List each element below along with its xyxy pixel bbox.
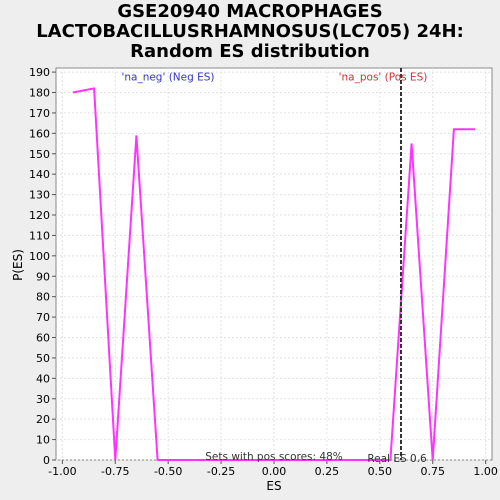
series-layer (72, 87, 476, 461)
x-tick-label: 0.50 (368, 465, 393, 478)
y-tick-label: 160 (29, 127, 50, 140)
grid-lines (56, 68, 492, 461)
x-tick-label: -0.75 (101, 465, 129, 478)
y-tick-label: 190 (29, 66, 50, 79)
y-tick-label: 90 (36, 270, 50, 283)
y-tick-label: 50 (36, 352, 50, 365)
y-tick-label: 130 (29, 189, 50, 202)
x-tick-label: 0.75 (420, 465, 445, 478)
y-tick-label: 20 (36, 413, 50, 426)
x-tick-label: 0.25 (315, 465, 340, 478)
sets-with-pos-scores: Sets with pos scores: 48% (205, 451, 342, 463)
y-tick-label: 180 (29, 87, 50, 100)
y-tick-label: 30 (36, 393, 50, 406)
y-tick-label: 110 (29, 229, 50, 242)
y-axis-label: P(ES) (11, 249, 25, 281)
y-tick-label: 10 (36, 434, 50, 447)
y-tick-label: 70 (36, 311, 50, 324)
y-tick-label: 150 (29, 148, 50, 161)
chart-title-line-3: Random ES distribution (130, 41, 370, 62)
chart-title: GSE20940 MACROPHAGES LACTOBACILLUSRHAMNO… (0, 2, 500, 62)
y-axis-ticks: 0 10 20 30 40 50 60 70 80 90 100 110 120 130 140 150 160… (29, 66, 56, 467)
x-tick-label: -0.25 (207, 465, 235, 478)
neg-es-label: 'na_neg' (Neg ES) (121, 72, 214, 84)
x-tick-label: -0.50 (154, 465, 182, 478)
chart-title-line-1: GSE20940 MACROPHAGES (117, 1, 383, 22)
y-tick-label: 100 (29, 250, 50, 263)
x-axis-label: ES (266, 479, 281, 493)
x-axis-ticks: -1.00 -0.75 -0.50 -0.25 0.00 0.25 0.50 0.75 1.00 (48, 460, 498, 478)
y-tick-label: 140 (29, 168, 50, 181)
y-tick-label: 80 (36, 291, 50, 304)
x-tick-label: 0.00 (262, 465, 287, 478)
y-tick-label: 40 (36, 372, 50, 385)
y-tick-label: 60 (36, 332, 50, 345)
x-tick-label: -1.00 (48, 465, 76, 478)
chart-title-line-2: LACTOBACILLUSRHAMNOSUS(LC705) 24H: (36, 21, 464, 42)
pos-es-label: 'na_pos' (Pos ES) (339, 72, 428, 84)
y-tick-label: 0 (43, 454, 50, 467)
y-tick-label: 120 (29, 209, 50, 222)
real-es-label: Real ES 0.6 (367, 453, 427, 465)
x-tick-label: 1.00 (473, 465, 498, 478)
series-line (72, 87, 476, 461)
y-tick-label: 170 (29, 107, 50, 120)
